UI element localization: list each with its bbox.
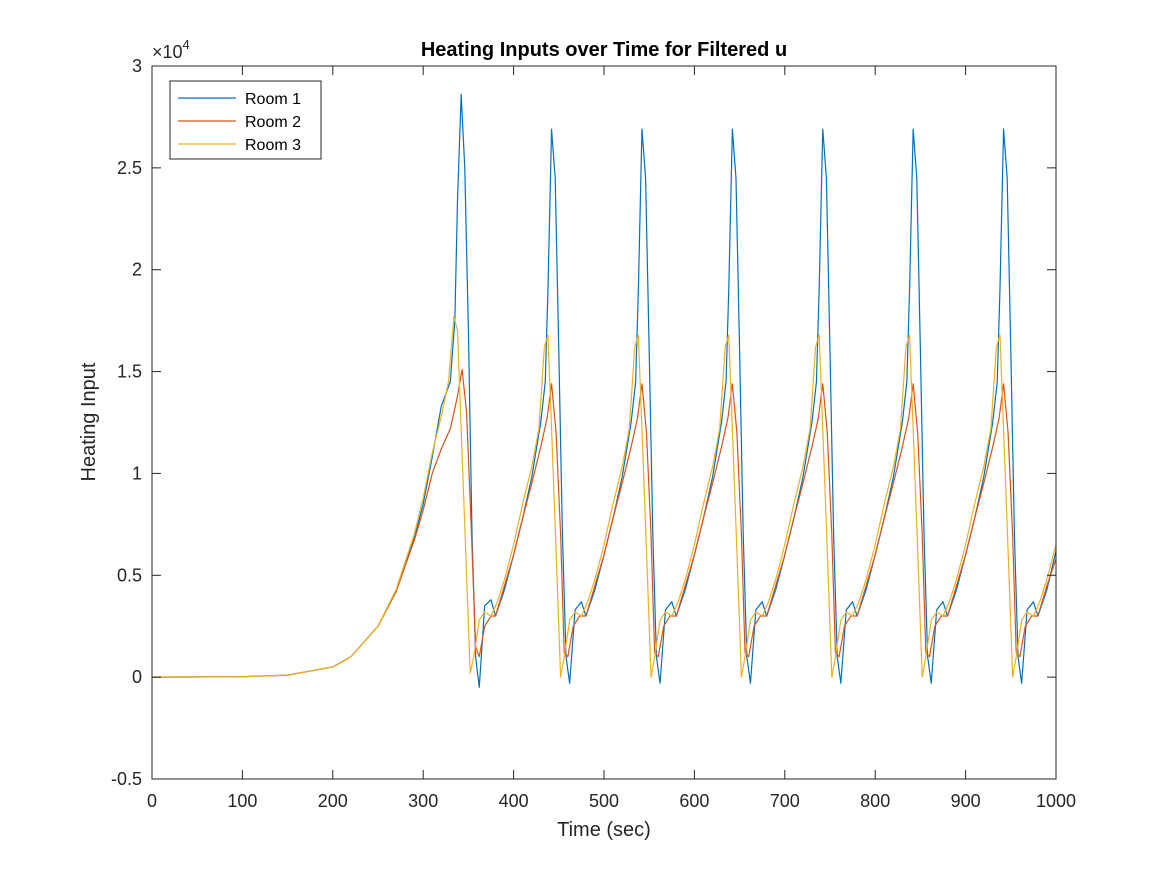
y-exponent-base: ×104 — [152, 37, 190, 62]
series-line-room-1 — [151, 93, 1057, 688]
y-tick-label: 3 — [132, 56, 142, 76]
series-line-room-2 — [151, 368, 1057, 678]
legend-label-room-2: Room 2 — [245, 114, 301, 131]
ticks-layer: 0 100 200 300 400 500 600 700 800 900 1000-0.500.5… — [111, 56, 1076, 811]
x-tick-label: 200 — [318, 791, 348, 811]
y-tick-label: 1.5 — [117, 362, 142, 382]
x-tick-label: 500 — [589, 791, 619, 811]
x-tick-label: 400 — [499, 791, 529, 811]
y-tick-label: -0.5 — [111, 769, 142, 789]
x-tick-label: 1000 — [1036, 791, 1076, 811]
y-tick-label: 0.5 — [117, 565, 142, 585]
chart-title: Heating Inputs over Time for Filtered u — [421, 39, 787, 61]
legend-label-room-1: Room 1 — [245, 91, 301, 108]
axes-box — [151, 65, 1057, 780]
legend-label-room-3: Room 3 — [245, 137, 301, 154]
x-tick-label: 100 — [227, 791, 257, 811]
x-tick-label: 900 — [951, 791, 981, 811]
legend: Room 1 Room 2 Room 3 — [169, 80, 322, 160]
x-tick-label: 600 — [679, 791, 709, 811]
plot-area — [152, 66, 1056, 779]
x-tick-label: 700 — [770, 791, 800, 811]
y-tick-label: 2.5 — [117, 158, 142, 178]
series-line-room-3 — [151, 315, 1057, 678]
x-tick-label: 800 — [860, 791, 890, 811]
x-axis-label: Time (sec) — [557, 819, 651, 841]
x-tick-label: 0 — [147, 791, 157, 811]
y-exponent: ×104 — [152, 37, 190, 62]
y-axis-label: Heating Input — [78, 362, 100, 481]
y-tick-label: 0 — [132, 667, 142, 687]
y-tick-label: 2 — [132, 260, 142, 280]
legend-box — [169, 80, 322, 160]
x-tick-label: 300 — [408, 791, 438, 811]
y-tick-label: 1 — [132, 463, 142, 483]
series-layer — [151, 93, 1057, 688]
